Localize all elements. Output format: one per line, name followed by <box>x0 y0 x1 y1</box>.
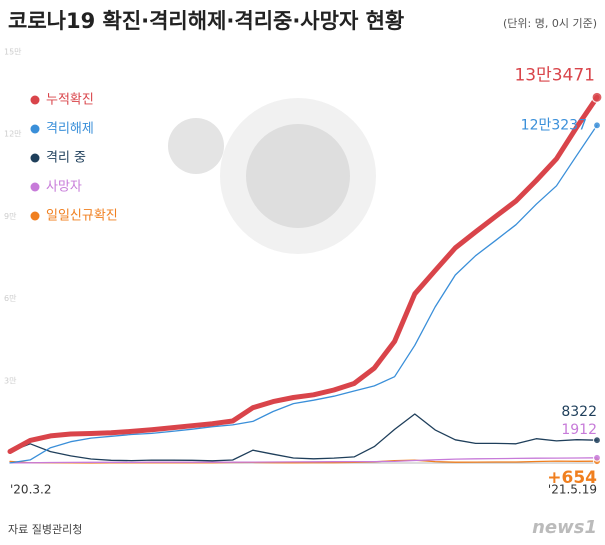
virus-decoration <box>168 118 224 174</box>
legend-marker <box>30 182 40 192</box>
legend-marker <box>30 153 40 163</box>
data-label: +654 <box>547 468 597 488</box>
source: 자료 질병관리청 <box>8 523 82 536</box>
legend-marker <box>30 211 40 221</box>
series-line <box>9 413 598 462</box>
legend-label: 격리 중 <box>46 151 86 166</box>
x-tick-label: '21.5.19 <box>548 483 597 497</box>
data-label: 8322 <box>561 404 597 420</box>
series-line <box>9 124 598 464</box>
data-label: 12만3237 <box>521 117 587 133</box>
legend-label: 일일신규확진 <box>46 209 118 224</box>
series-line <box>7 94 600 454</box>
end-point <box>592 436 602 445</box>
logo: news1 <box>532 517 597 538</box>
series-line <box>9 457 598 464</box>
legend-label: 사망자 <box>46 180 82 195</box>
data-label: 13만3471 <box>514 65 595 85</box>
end-point <box>592 121 602 130</box>
end-point <box>592 453 602 462</box>
data-label: 1912 <box>561 422 597 438</box>
legend-marker <box>30 95 40 105</box>
legend-marker <box>30 124 40 134</box>
legend-label: 격리해제 <box>46 122 94 137</box>
x-tick-label: '20.3.2 <box>10 483 51 497</box>
legend-label: 누적확진 <box>46 93 94 108</box>
end-point <box>591 91 603 103</box>
virus-decoration <box>246 124 350 228</box>
chart-subtitle: (단위: 명, 0시 기준) <box>503 17 597 30</box>
chart-title: 코로나19 확진·격리해제·격리중·사망자 현황 <box>8 9 404 33</box>
